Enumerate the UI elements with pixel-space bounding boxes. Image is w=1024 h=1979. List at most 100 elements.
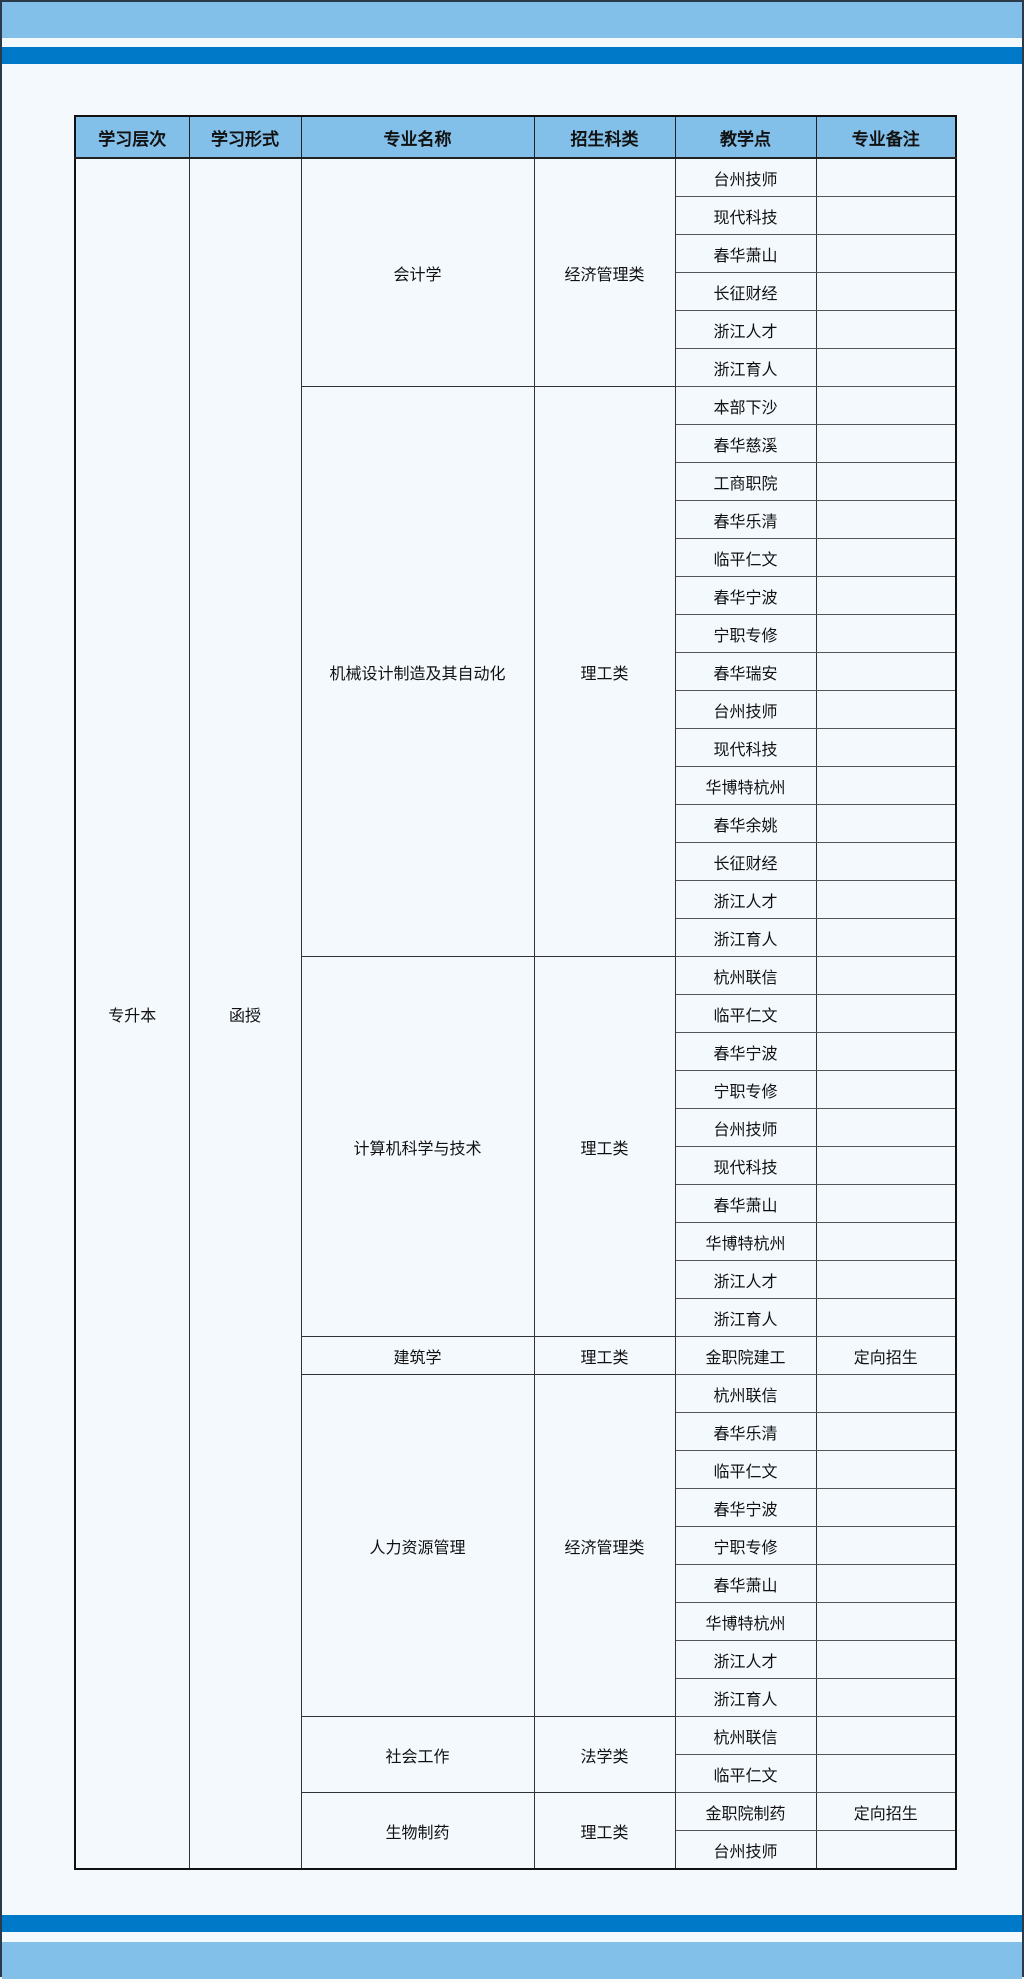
site-cell: 浙江育人 (674, 1298, 817, 1337)
site-cell: 临平仁文 (674, 1450, 817, 1489)
site-cell: 现代科技 (674, 1146, 817, 1185)
table-row: 春华宁波 (75, 1488, 957, 1527)
header-major: 专业名称 (300, 115, 535, 159)
site-cell: 浙江育人 (674, 348, 817, 387)
site-cell: 春华宁波 (674, 576, 817, 615)
note-cell (815, 1564, 957, 1603)
site-cell: 浙江人才 (674, 1260, 817, 1299)
category-cell: 法学类 (533, 1716, 676, 1793)
table-row: 长征财经 (75, 272, 957, 311)
note-cell (815, 386, 957, 425)
note-cell (815, 1450, 957, 1489)
table-row: 临平仁文 (75, 538, 957, 577)
site-cell: 春华乐清 (674, 1412, 817, 1451)
table-row: 春华乐清 (75, 500, 957, 539)
header-category: 招生科类 (533, 115, 676, 159)
table-row: 春华乐清 (75, 1412, 957, 1451)
note-cell: 定向招生 (815, 1336, 957, 1375)
header-form: 学习形式 (188, 115, 302, 159)
site-cell: 浙江人才 (674, 1640, 817, 1679)
site-cell: 长征财经 (674, 272, 817, 311)
site-cell: 杭州联信 (674, 956, 817, 995)
site-cell: 临平仁文 (674, 538, 817, 577)
table-row: 华博特杭州 (75, 766, 957, 805)
site-cell: 临平仁文 (674, 994, 817, 1033)
table-row: 华博特杭州 (75, 1602, 957, 1641)
note-cell (815, 880, 957, 919)
site-cell: 宁职专修 (674, 1526, 817, 1565)
level-cell: 专升本 (74, 157, 190, 1870)
site-cell: 浙江育人 (674, 918, 817, 957)
enrollment-table: 学习层次 学习形式 专业名称 招生科类 教学点 专业备注 专升本 函授 会计学经济管… (74, 115, 957, 1870)
note-cell (815, 1488, 957, 1527)
site-cell: 春华宁波 (674, 1032, 817, 1071)
bottom-light-band (2, 1942, 1022, 1979)
table-row: 台州技师 (75, 1830, 957, 1870)
table-row: 工商职院 (75, 462, 957, 501)
note-cell (815, 196, 957, 235)
note-cell (815, 157, 957, 197)
major-cell: 社会工作 (300, 1716, 535, 1793)
note-cell (815, 804, 957, 843)
note-cell (815, 728, 957, 767)
note-cell (815, 994, 957, 1033)
site-cell: 台州技师 (674, 1830, 817, 1870)
table-row: 人力资源管理 经济管理类 杭州联信 (75, 1374, 957, 1717)
site-cell: 春华瑞安 (674, 652, 817, 691)
site-cell: 宁职专修 (674, 1070, 817, 1109)
table-row: 春华宁波 (75, 1032, 957, 1071)
note-cell (815, 1260, 957, 1299)
header-site: 教学点 (674, 115, 817, 159)
note-cell (815, 1754, 957, 1793)
header-note: 专业备注 (815, 115, 957, 159)
table-row: 专升本 函授 会计学 经济管理类 台州技师 (74, 157, 957, 1870)
site-cell: 浙江人才 (674, 310, 817, 349)
note-cell (815, 690, 957, 729)
site-cell: 临平仁文 (674, 1754, 817, 1793)
note-cell (815, 272, 957, 311)
note-cell (815, 1298, 957, 1337)
site-cell: 春华萧山 (674, 234, 817, 273)
site-cell: 春华宁波 (674, 1488, 817, 1527)
table-row: 华博特杭州 (75, 1222, 957, 1261)
site-cell: 台州技师 (674, 1108, 817, 1147)
note-cell (815, 348, 957, 387)
note-cell (815, 1108, 957, 1147)
note-cell (815, 576, 957, 615)
note-cell (815, 234, 957, 273)
site-cell: 金职院建工 (674, 1336, 817, 1375)
note-cell (815, 1032, 957, 1071)
note-cell (815, 310, 957, 349)
note-cell (815, 614, 957, 653)
site-cell: 春华余姚 (674, 804, 817, 843)
note-cell (815, 766, 957, 805)
site-cell: 台州技师 (674, 157, 817, 197)
category-cell: 经济管理类 (533, 1374, 676, 1717)
bottom-dark-band (2, 1915, 1022, 1932)
major-cell: 计算机科学与技术 (300, 956, 535, 1337)
table-row: 春华宁波 (75, 576, 957, 615)
site-cell: 华博特杭州 (674, 1222, 817, 1261)
site-cell: 杭州联信 (674, 1374, 817, 1413)
table-row: 机械设计制造及其自动化 理工类 本部下沙 (75, 386, 957, 957)
site-cell: 春华慈溪 (674, 424, 817, 463)
form-cell: 函授 (188, 157, 302, 1870)
note-cell (815, 1222, 957, 1261)
category-cell: 理工类 (533, 386, 676, 957)
site-cell: 现代科技 (674, 728, 817, 767)
site-cell: 宁职专修 (674, 614, 817, 653)
table-row: 临平仁文 (75, 1450, 957, 1489)
site-cell: 浙江育人 (674, 1678, 817, 1717)
site-cell: 金职院制药 (674, 1792, 817, 1831)
note-cell: 定向招生 (815, 1792, 957, 1831)
major-cell: 会计学 (300, 157, 535, 387)
major-cell: 人力资源管理 (300, 1374, 535, 1717)
note-cell (815, 424, 957, 463)
note-cell (815, 500, 957, 539)
category-cell: 理工类 (533, 1792, 676, 1870)
table-header-row: 学习层次 学习形式 专业名称 招生科类 教学点 专业备注 (74, 115, 957, 159)
site-cell: 春华乐清 (674, 500, 817, 539)
header-level: 学习层次 (74, 115, 190, 159)
table-row: 现代科技 (75, 728, 957, 767)
note-cell (815, 1412, 957, 1451)
